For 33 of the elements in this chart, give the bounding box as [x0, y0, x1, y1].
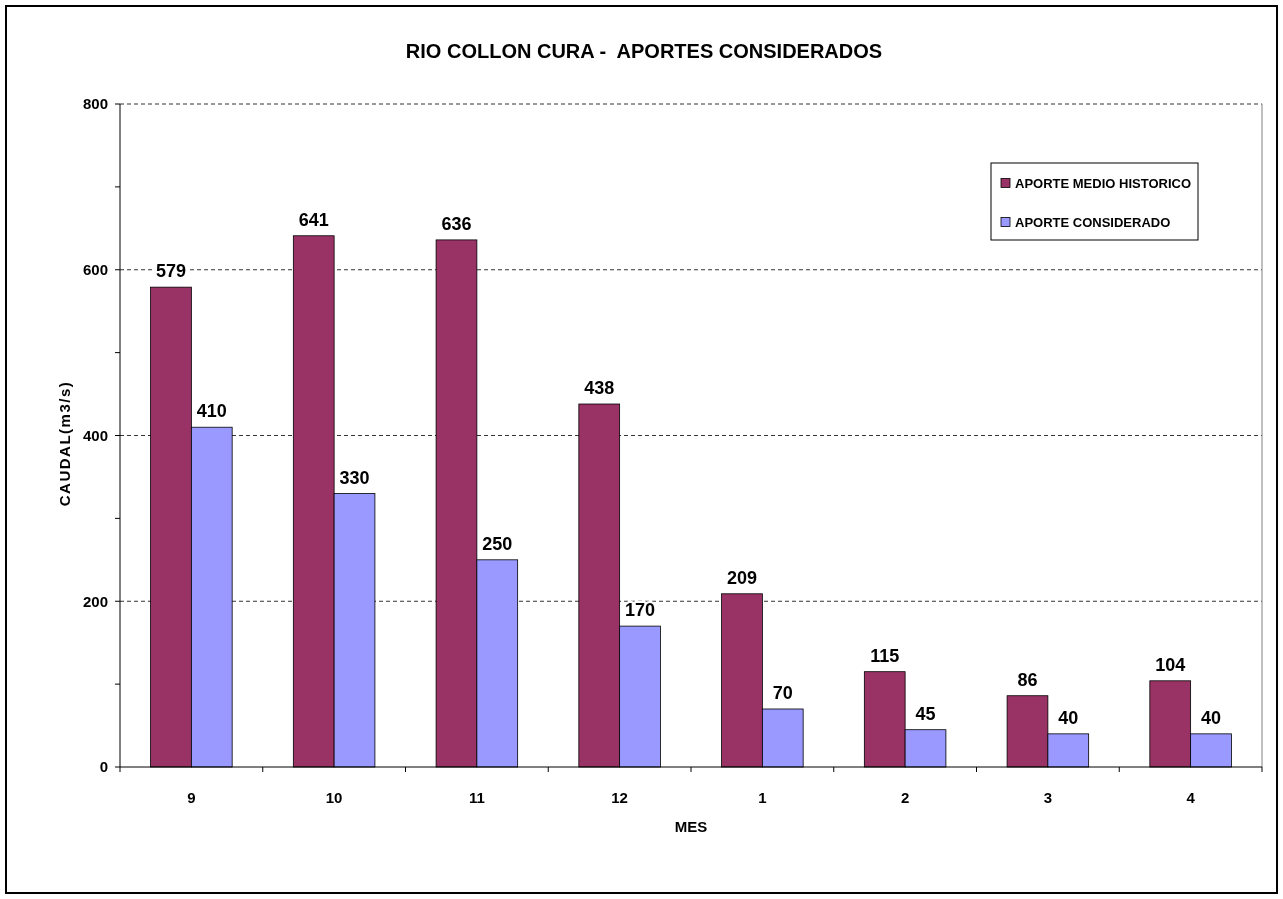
- data-label: 170: [624, 600, 656, 621]
- data-label: 410: [196, 401, 227, 422]
- data-label: 40: [1201, 707, 1222, 728]
- data-label: 70: [772, 682, 793, 703]
- y-tick-label: 0: [99, 758, 108, 776]
- x-tick-label: 1: [758, 789, 767, 806]
- y-tick-label: 400: [82, 426, 108, 444]
- x-axis-title: MES: [674, 818, 708, 835]
- legend-label: APORTE MEDIO HISTORICO: [1015, 175, 1191, 191]
- x-tick-label: 3: [1043, 789, 1053, 806]
- data-label: 330: [339, 467, 370, 488]
- data-label: 209: [726, 567, 758, 588]
- legend-label: APORTE CONSIDERADO: [1015, 214, 1171, 230]
- data-label: 641: [298, 209, 329, 230]
- x-tick-label: 2: [900, 789, 910, 806]
- data-label: 45: [915, 703, 936, 724]
- x-tick-label: 12: [611, 789, 628, 806]
- data-label: 115: [870, 645, 900, 666]
- data-label: 40: [1058, 707, 1079, 728]
- y-axis-title: CAUDAL(m3/s): [56, 380, 73, 507]
- y-tick-label: 200: [82, 592, 108, 610]
- chart-title: RIO COLLON CURA - APORTES CONSIDERADOS: [405, 40, 883, 62]
- data-label: 250: [482, 533, 513, 554]
- data-label: 104: [1155, 654, 1186, 675]
- x-tick-label: 9: [187, 789, 196, 806]
- y-tick-label: 600: [82, 261, 108, 278]
- data-label: 438: [584, 378, 615, 399]
- data-label: 636: [441, 213, 472, 234]
- x-tick-label: 4: [1186, 789, 1196, 806]
- x-tick-label: 10: [325, 789, 343, 806]
- x-tick-label: 11: [468, 789, 485, 806]
- data-label: 86: [1017, 669, 1038, 690]
- y-tick-label: 800: [82, 95, 108, 113]
